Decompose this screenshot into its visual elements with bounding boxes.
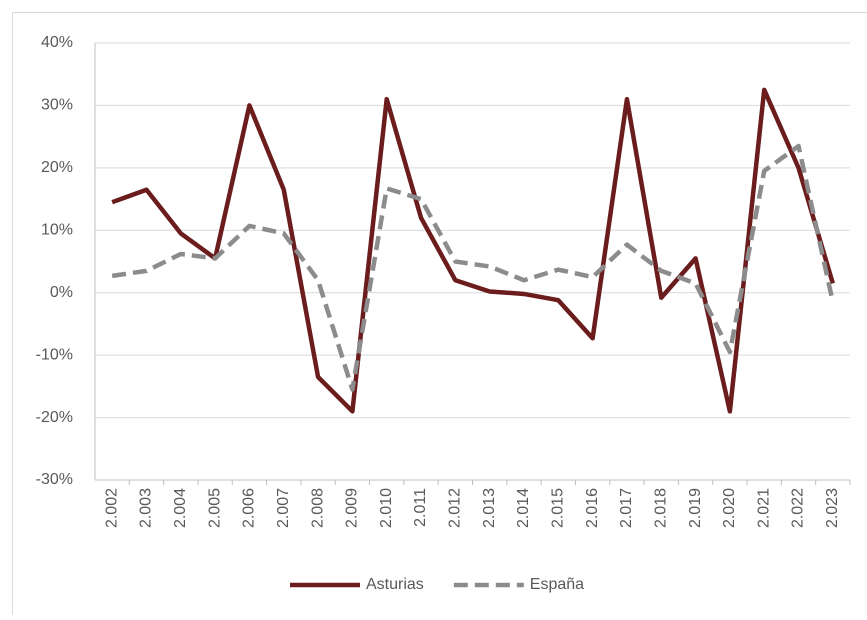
x-tick-label: 2.011	[412, 488, 429, 527]
y-tick-label: -30%	[36, 471, 73, 488]
x-tick-label: 2.006	[241, 488, 258, 528]
x-tick-label: 2.005	[206, 488, 223, 528]
y-tick-label: 10%	[41, 222, 73, 239]
y-tick-label: -10%	[36, 346, 73, 363]
x-tick-label: 2.010	[378, 488, 395, 528]
x-tick-label: 2.013	[481, 488, 498, 528]
x-tick-label: 2.015	[550, 488, 567, 528]
x-tick-label: 2.022	[790, 488, 807, 528]
legend-label: Asturias	[366, 576, 424, 593]
x-tick-label: 2.009	[344, 488, 361, 528]
y-tick-label: 40%	[41, 34, 73, 51]
x-tick-label: 2.016	[584, 488, 601, 528]
x-tick-label: 2.020	[721, 488, 738, 528]
y-tick-label: 20%	[41, 159, 73, 176]
x-tick-label: 2.002	[103, 488, 120, 528]
x-tick-label: 2.012	[447, 488, 464, 528]
series-line	[112, 146, 833, 389]
x-tick-label: 2.004	[172, 488, 189, 528]
x-tick-label: 2.019	[687, 488, 704, 528]
x-tick-label: 2.017	[618, 488, 635, 528]
y-tick-label: 0%	[50, 284, 73, 301]
x-tick-label: 2.018	[652, 488, 669, 528]
x-tick-label: 2.008	[309, 488, 326, 528]
x-tick-label: 2.021	[755, 488, 772, 528]
y-tick-label: 30%	[41, 97, 73, 114]
x-tick-label: 2.014	[515, 488, 532, 528]
x-tick-label: 2.007	[275, 488, 292, 528]
x-tick-label: 2.003	[138, 488, 155, 528]
x-tick-label: 2.023	[824, 488, 841, 528]
y-tick-label: -20%	[36, 409, 73, 426]
legend-label: España	[530, 576, 584, 593]
